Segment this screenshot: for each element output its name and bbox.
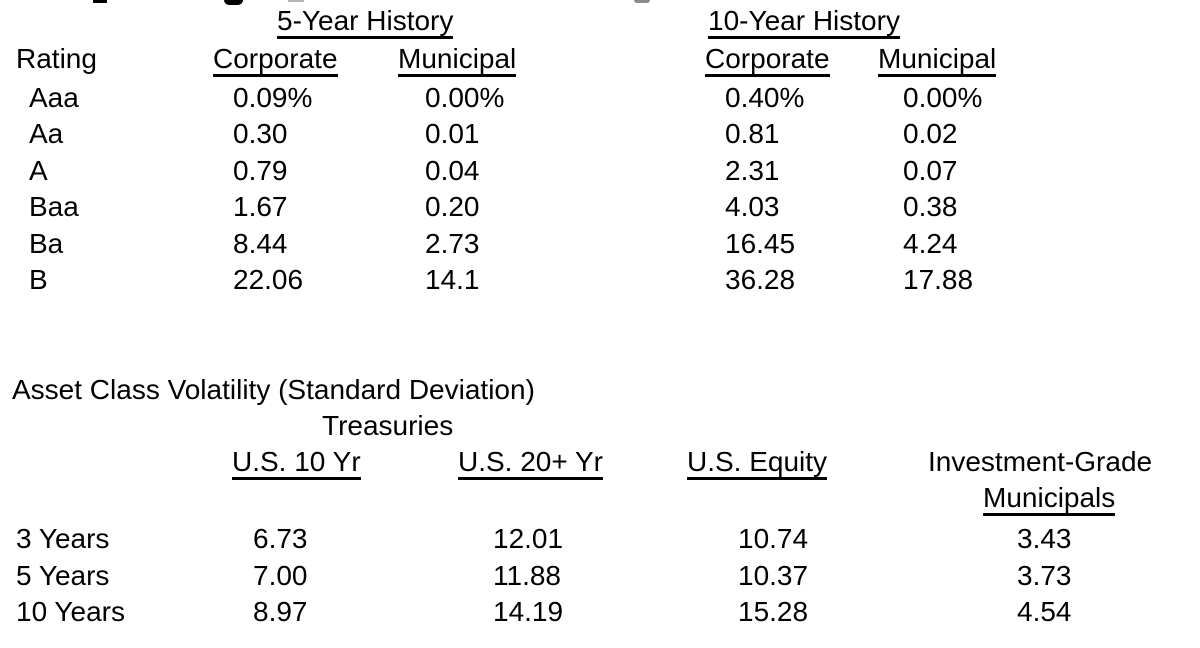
t1-cell: 0.40% [725,82,805,113]
t1-row-label: Aaa [29,82,79,113]
clipped-text-fragment [634,0,650,3]
t2-cell: 3.43 [1017,523,1072,554]
t2-cell: 6.73 [253,523,308,554]
t1-col-header-municipal-5yr: Municipal [398,44,517,77]
t1-cell: 2.73 [425,228,480,259]
t1-cell: 0.79 [233,155,288,186]
t1-cell: 17.88 [903,264,974,295]
t1-col-header-corporate-10yr: Corporate [705,44,830,77]
t2-cell: 14.19 [493,596,564,627]
t1-group-header-10yr: 10-Year History [708,6,900,39]
t1-cell: 36.28 [725,264,796,295]
t2-cell: 11.88 [493,560,561,591]
t1-row-label: B [29,264,48,295]
t2-row-label: 10 Years [16,596,125,627]
t1-cell: 22.06 [233,264,304,295]
t1-cell: 4.03 [725,191,780,222]
t2-row-label: 3 Years [16,523,110,554]
t2-col-header-us20: U.S. 20+ Yr [458,447,604,480]
t2-col-header-municipals: Municipals [983,483,1116,516]
t1-cell: 1.67 [233,191,288,222]
t1-row-label: Aa [29,118,64,149]
t1-cell: 0.30 [233,118,288,149]
t2-cell: 10.37 [738,560,809,591]
t2-cell: 10.74 [738,523,809,554]
t1-col-header-municipal-10yr: Municipal [878,44,997,77]
t2-title: Asset Class Volatility (Standard Deviati… [12,374,535,405]
t2-col-header-equity: U.S. Equity [687,447,828,480]
t2-cell: 15.28 [738,596,809,627]
t1-col-header-corporate-5yr: Corporate [213,44,338,77]
t2-cell: 7.00 [253,560,308,591]
t1-group-header-5yr: 5-Year History [277,6,454,39]
clipped-text-fragment [224,0,243,5]
t1-cell: 16.45 [725,228,796,259]
t2-col-header-investment-grade: Investment-Grade [928,446,1153,477]
t1-cell: 0.07 [903,155,958,186]
t2-cell: 4.54 [1017,596,1072,627]
t1-cell: 0.00% [903,82,983,113]
t2-treasuries-label: Treasuries [322,410,454,441]
clipped-text-fragment [93,0,107,3]
t1-cell: 2.31 [725,155,780,186]
t1-cell: 0.04 [425,155,480,186]
t1-cell: 0.00% [425,82,505,113]
t1-cell: 8.44 [233,228,288,259]
t1-cell: 0.09% [233,82,313,113]
t2-cell: 12.01 [493,523,564,554]
t1-cell: 0.38 [903,191,958,222]
t2-col-header-us10: U.S. 10 Yr [232,447,361,480]
clipped-text-fragment [288,0,304,2]
t1-cell: 4.24 [903,228,958,259]
t1-row-label: Baa [29,191,79,222]
t1-cell: 0.01 [425,118,480,149]
t2-row-label: 5 Years [16,560,110,591]
t1-row-label: Ba [29,228,64,259]
t1-row-label: A [29,155,48,186]
t2-cell: 3.73 [1017,560,1072,591]
t1-cell: 0.02 [903,118,958,149]
t1-cell: 14.1 [425,264,480,295]
t1-cell: 0.20 [425,191,480,222]
t1-rating-header: Rating [16,43,97,74]
t2-cell: 8.97 [253,596,308,627]
t1-cell: 0.81 [725,118,780,149]
